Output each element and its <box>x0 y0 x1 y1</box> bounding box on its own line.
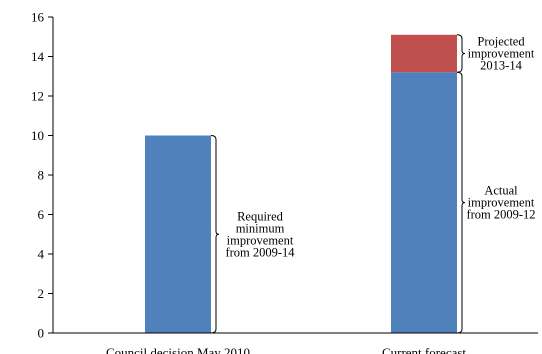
category-label: Council decision May 2010 <box>106 345 250 354</box>
annotation-text: Required minimum improvement from 2009-14 <box>225 209 295 259</box>
annotation-braces <box>210 34 466 334</box>
annotation-line: Projected <box>477 35 525 49</box>
y-tick-label: 14 <box>31 49 45 64</box>
annotation-line: from 2009-12 <box>466 208 535 222</box>
x-axis-categories: Council decision May 2010 Current forecas… <box>106 345 466 354</box>
bar-segment <box>145 135 211 333</box>
annotation-line: improvement <box>468 47 535 61</box>
y-tick-label: 8 <box>38 168 45 183</box>
y-tick-label: 4 <box>38 247 45 262</box>
y-tick-label: 0 <box>38 326 45 341</box>
y-axis-ticks: 0 2 4 6 8 10 12 14 16 <box>31 10 53 341</box>
annotation-line: Actual <box>484 184 518 198</box>
annotation-line: improvement <box>227 233 294 247</box>
y-tick-label: 6 <box>38 207 45 222</box>
annotation-line: from 2009-14 <box>225 245 295 259</box>
annotation-line: Required <box>237 209 284 223</box>
annotation-line: 2013-14 <box>480 59 522 73</box>
category-label: Current forecast <box>382 345 466 354</box>
bars <box>145 34 457 334</box>
annotation-brace <box>456 71 466 334</box>
y-tick-label: 16 <box>31 10 45 25</box>
annotations: Required minimum improvement from 2009-14Ac… <box>225 35 535 260</box>
annotation-line: improvement <box>468 196 535 210</box>
annotation-line: minimum <box>236 221 285 235</box>
y-tick-label: 10 <box>31 128 44 143</box>
annotation-brace <box>456 34 466 73</box>
annotation-text: Actual improvement from 2009-12 <box>466 184 535 222</box>
y-tick-label: 12 <box>31 89 44 104</box>
bar-segment <box>391 34 457 73</box>
annotation-brace <box>210 135 220 334</box>
annotation-text: Projected improvement 2013-14 <box>468 35 535 73</box>
bar-segment <box>391 72 457 334</box>
y-tick-label: 2 <box>38 286 45 301</box>
